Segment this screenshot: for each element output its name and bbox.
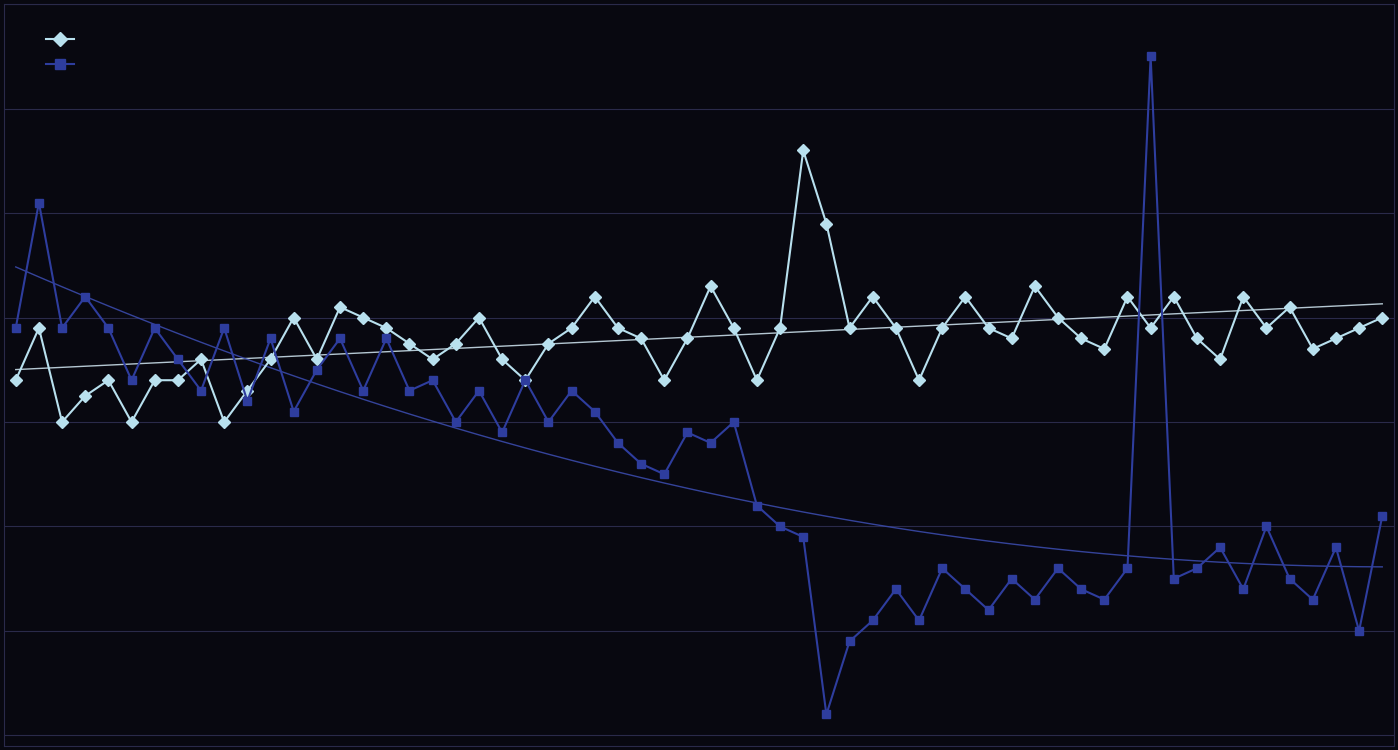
Legend: , : , bbox=[39, 26, 92, 79]
